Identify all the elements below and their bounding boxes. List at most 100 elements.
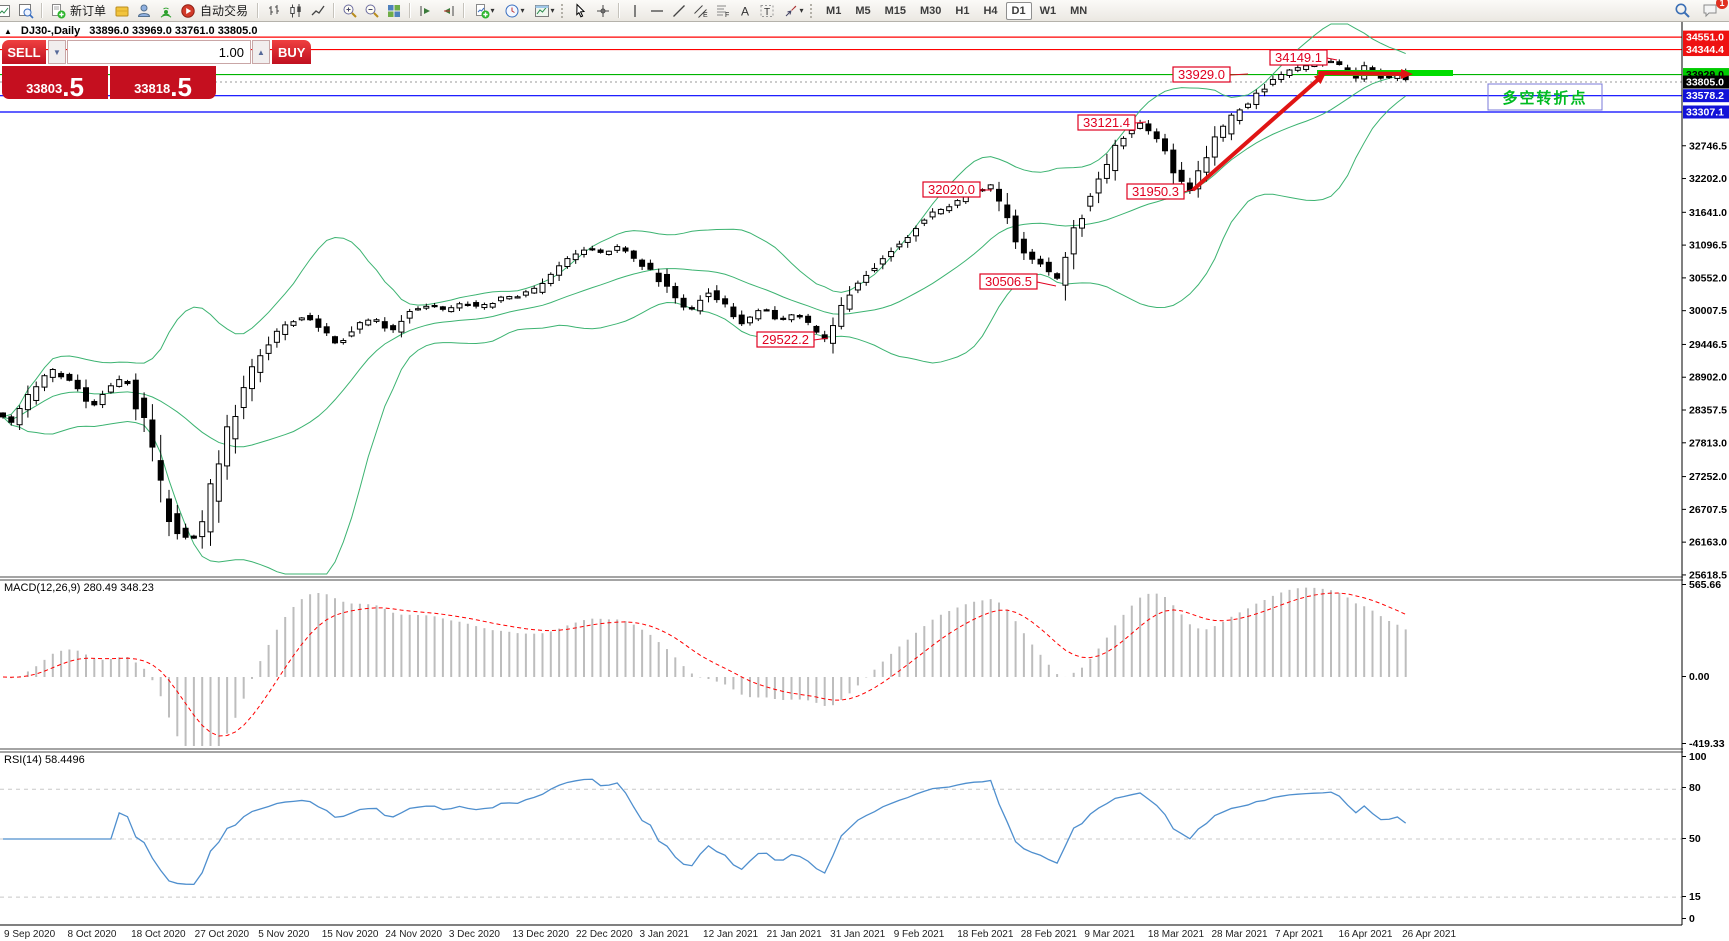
tile-windows-icon[interactable] [383, 1, 405, 20]
svg-text:29522.2: 29522.2 [762, 332, 809, 347]
candles [0, 58, 1409, 549]
price-annotation-30506.5[interactable]: 30506.5 [979, 273, 1057, 290]
timeframe-m1[interactable]: M1 [826, 4, 842, 17]
text-label-tool-icon[interactable]: T [756, 1, 778, 20]
timeframe-d1[interactable]: D1 [1005, 1, 1032, 20]
notifications-icon[interactable]: 1 [1699, 0, 1728, 20]
auto-scroll-icon[interactable] [415, 1, 437, 20]
crosshair-tool-icon[interactable] [592, 1, 614, 20]
zoom-in-icon[interactable] [339, 1, 361, 20]
date-label: 26 Apr 2021 [1402, 929, 1456, 940]
date-label: 12 Jan 2021 [703, 929, 758, 940]
macd-label: MACD(12,26,9) 280.49 348.23 [4, 582, 154, 594]
price-axis[interactable]: 32746.5 32202.0 31641.0 31096.5 30552.0 30007… [1681, 21, 1729, 925]
symbol-info: ▲ DJ30-,Daily 33896.0 33969.0 33761.0 33… [4, 25, 257, 37]
svg-text:565.66: 565.66 [1689, 579, 1721, 591]
svg-text:33578.2: 33578.2 [1686, 90, 1724, 102]
price-annotation-33121.4[interactable]: 33121.4 [1077, 114, 1147, 131]
price-annotation-34149.1[interactable]: 34149.1 [1269, 49, 1338, 66]
svg-text:100: 100 [1689, 751, 1707, 763]
svg-text:30007.5: 30007.5 [1689, 305, 1727, 317]
horizontal-line-tool-icon[interactable] [646, 1, 668, 20]
autotrading-icon[interactable] [177, 1, 199, 20]
trend-arrow-2[interactable] [1318, 68, 1413, 79]
timeframe-m5[interactable]: M5 [855, 4, 871, 17]
sell-button[interactable]: SELL [2, 40, 46, 64]
mql5-market-icon[interactable] [111, 1, 133, 20]
zoom-out-icon[interactable] [361, 1, 383, 20]
vertical-line-tool-icon[interactable] [624, 1, 646, 20]
svg-text:F: F [725, 12, 729, 19]
svg-text:28902.0: 28902.0 [1689, 372, 1727, 384]
price-annotation-33929.0[interactable]: 33929.0 [1172, 66, 1249, 83]
trendline-tool-icon[interactable] [668, 1, 690, 20]
shapes-menu-icon[interactable]: ▾ [778, 1, 808, 20]
vps-icon[interactable] [155, 1, 177, 20]
date-label: 18 Feb 2021 [957, 929, 1014, 940]
bollinger-upper [2, 23, 1406, 418]
date-label: 8 Oct 2020 [68, 929, 117, 940]
templates-menu-icon[interactable]: ▾ [529, 1, 559, 20]
svg-text:29446.5: 29446.5 [1689, 339, 1727, 351]
line-chart-mode-icon[interactable] [307, 1, 329, 20]
timeframe-mn[interactable]: MN [1070, 4, 1088, 17]
toolbar-grip[interactable] [810, 3, 815, 18]
date-label: 31 Jan 2021 [830, 929, 885, 940]
volume-increase-button[interactable]: ▲ [252, 40, 270, 64]
note-text-object[interactable]: 多空转折点 [1487, 83, 1603, 111]
timeframe-m15[interactable]: M15 [884, 4, 906, 17]
svg-text:31950.3: 31950.3 [1132, 184, 1179, 199]
price-annotation-32020.0[interactable]: 32020.0 [922, 181, 992, 198]
new-order-icon[interactable] [47, 1, 69, 20]
toolbar-right-group: 1 [1671, 0, 1728, 20]
price-annotation-31950.3[interactable]: 31950.3 [1126, 183, 1195, 200]
svg-text:27252.0: 27252.0 [1689, 471, 1727, 483]
signals-icon[interactable] [133, 1, 155, 20]
timeframe-m30[interactable]: M30 [920, 4, 942, 17]
text-tool-icon[interactable]: A [734, 1, 756, 20]
date-label: 9 Mar 2021 [1084, 929, 1135, 940]
autotrading-label[interactable]: 自动交易 [200, 4, 249, 18]
svg-text:80: 80 [1689, 782, 1701, 794]
svg-text:32020.0: 32020.0 [928, 182, 975, 197]
svg-text:26707.5: 26707.5 [1689, 504, 1727, 516]
svg-text:31096.5: 31096.5 [1689, 240, 1727, 252]
sell-price-main: 33803 [26, 81, 63, 96]
toolbar-separator [409, 3, 412, 18]
timeframe-h1[interactable]: H1 [955, 4, 970, 17]
trend-arrow-1[interactable] [1192, 72, 1327, 191]
buy-price-display[interactable]: 33818 .5 [110, 66, 216, 100]
candlestick-mode-icon[interactable] [285, 1, 307, 20]
fibonacci-tool-icon[interactable]: F [712, 1, 734, 20]
price-annotation-29522.2[interactable]: 29522.2 [756, 331, 829, 348]
time-axis[interactable]: 9 Sep 2020 8 Oct 2020 18 Oct 2020 27 Oct 20… [4, 929, 1456, 940]
timeframe-h4[interactable]: H4 [983, 4, 998, 17]
date-label: 9 Sep 2020 [4, 929, 56, 940]
periods-menu-icon[interactable]: ▾ [499, 1, 529, 20]
channel-tool-icon[interactable]: E [690, 1, 712, 20]
macd-pane: MACD(12,26,9) 280.49 348.23 [2, 582, 1407, 746]
svg-text:32202.0: 32202.0 [1689, 173, 1727, 185]
timeframe-w1[interactable]: W1 [1039, 4, 1057, 17]
navigator-icon[interactable] [15, 1, 37, 20]
ohlc-values: 33896.0 33969.0 33761.0 33805.0 [89, 25, 258, 37]
volume-decrease-button[interactable]: ▼ [48, 40, 66, 64]
buy-price-main: 33818 [134, 81, 171, 96]
sell-price-display[interactable]: 33803 .5 [2, 66, 108, 100]
search-icon[interactable] [1671, 1, 1693, 20]
indicators-menu-icon[interactable]: ▾ [469, 1, 499, 20]
volume-input[interactable] [67, 40, 251, 64]
new-order-label[interactable]: 新订单 [70, 4, 107, 18]
svg-text:30552.0: 30552.0 [1689, 272, 1727, 284]
bar-chart-mode-icon[interactable] [263, 1, 285, 20]
cursor-tool-icon[interactable] [570, 1, 592, 20]
market-watch-icon[interactable] [0, 1, 15, 20]
one-click-collapse-icon[interactable]: ▲ [4, 26, 12, 36]
chart-shift-icon[interactable] [437, 1, 459, 20]
toolbar-grip[interactable] [561, 3, 566, 18]
buy-button[interactable]: BUY [272, 40, 312, 64]
notification-badge: 1 [1716, 0, 1728, 9]
date-label: 9 Feb 2021 [894, 929, 945, 940]
